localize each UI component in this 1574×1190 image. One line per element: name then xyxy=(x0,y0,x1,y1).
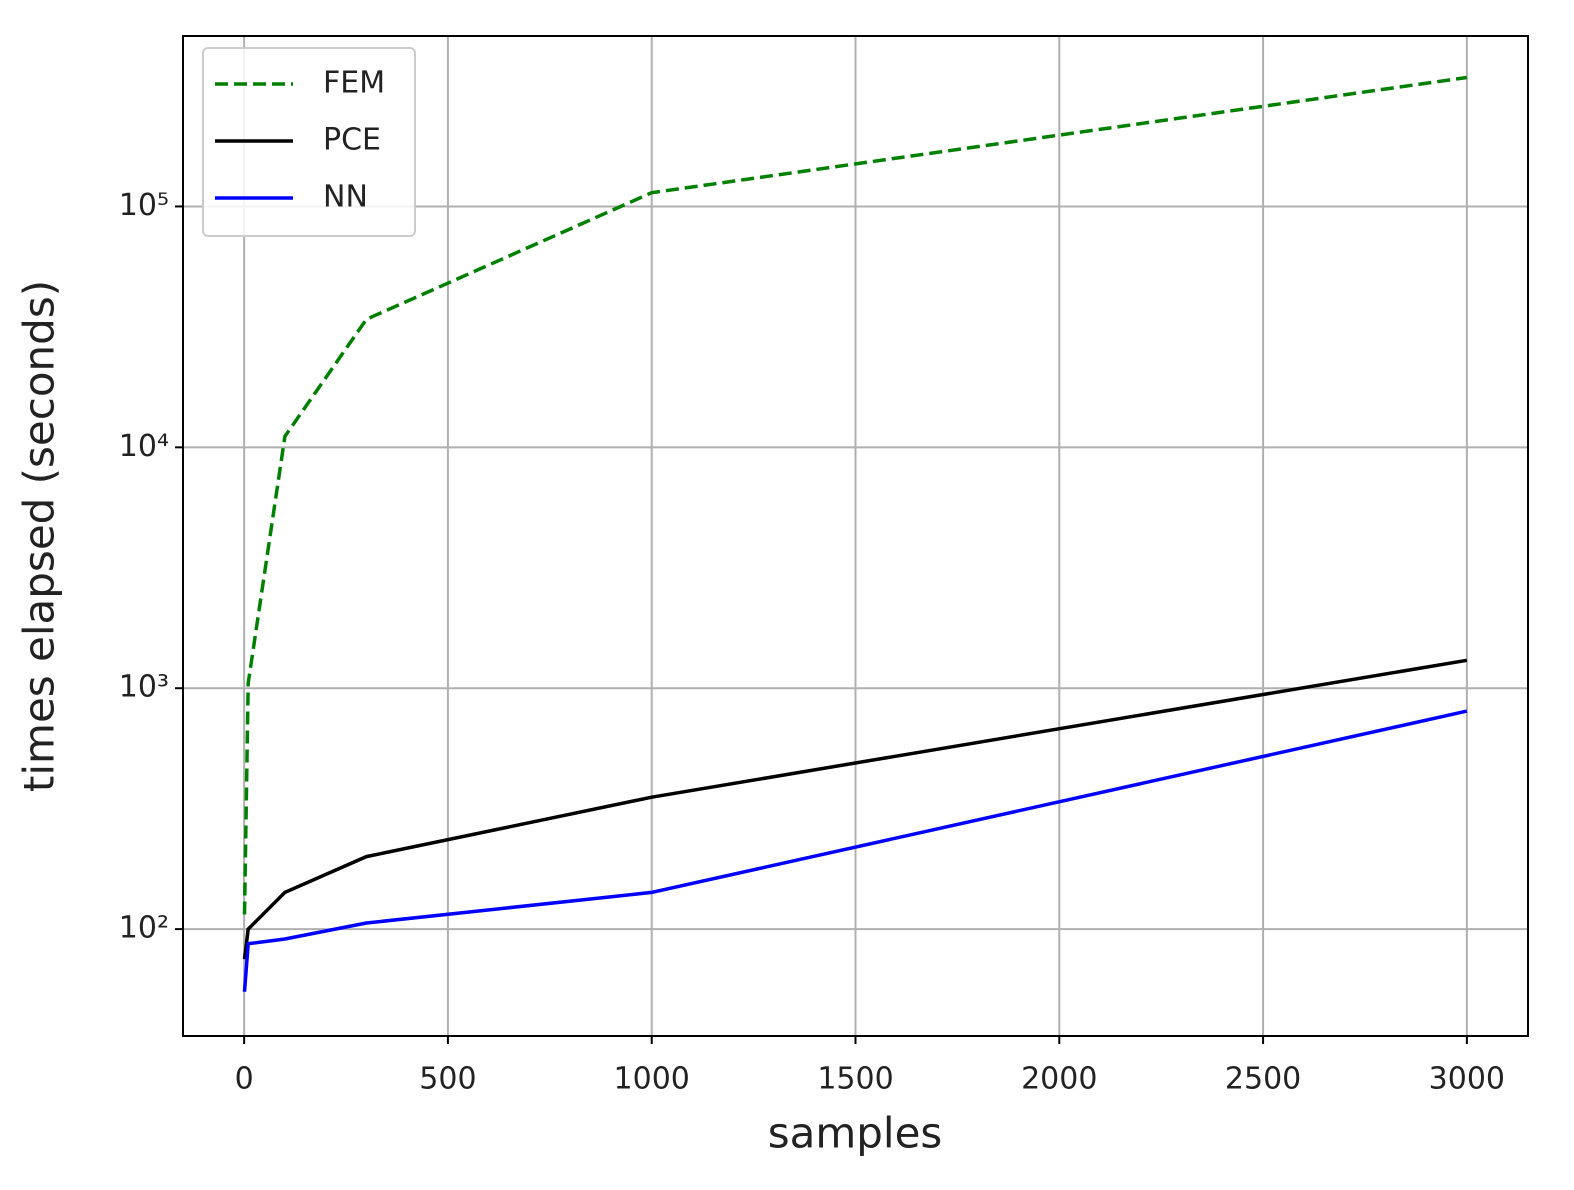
legend-box xyxy=(202,47,416,237)
x-tick-label: 500 xyxy=(419,1062,476,1097)
plot-frame xyxy=(182,35,1529,1037)
x-tick-label: 0 xyxy=(235,1062,254,1097)
y-tick-label: 10⁴ xyxy=(119,429,169,464)
y-axis-label: times elapsed (seconds) xyxy=(15,280,64,792)
x-tick-label: 2000 xyxy=(1021,1062,1097,1097)
x-axis-label: samples xyxy=(768,1109,943,1158)
series-line xyxy=(242,658,1468,960)
legend-label: NN xyxy=(323,180,368,215)
x-tick-label: 3000 xyxy=(1429,1062,1505,1097)
x-tick-label: 2500 xyxy=(1225,1062,1301,1097)
y-tick-label: 10² xyxy=(119,911,169,946)
y-tick-label: 10⁵ xyxy=(119,188,169,223)
series-line xyxy=(242,709,1468,992)
legend: FEM PCE NN xyxy=(202,47,416,237)
legend-label: FEM xyxy=(323,66,385,101)
series-line xyxy=(242,75,1468,915)
legend-label: PCE xyxy=(323,123,381,158)
y-tick-label: 10³ xyxy=(119,670,169,705)
x-tick-label: 1000 xyxy=(614,1062,690,1097)
x-tick-label: 1500 xyxy=(817,1062,893,1097)
